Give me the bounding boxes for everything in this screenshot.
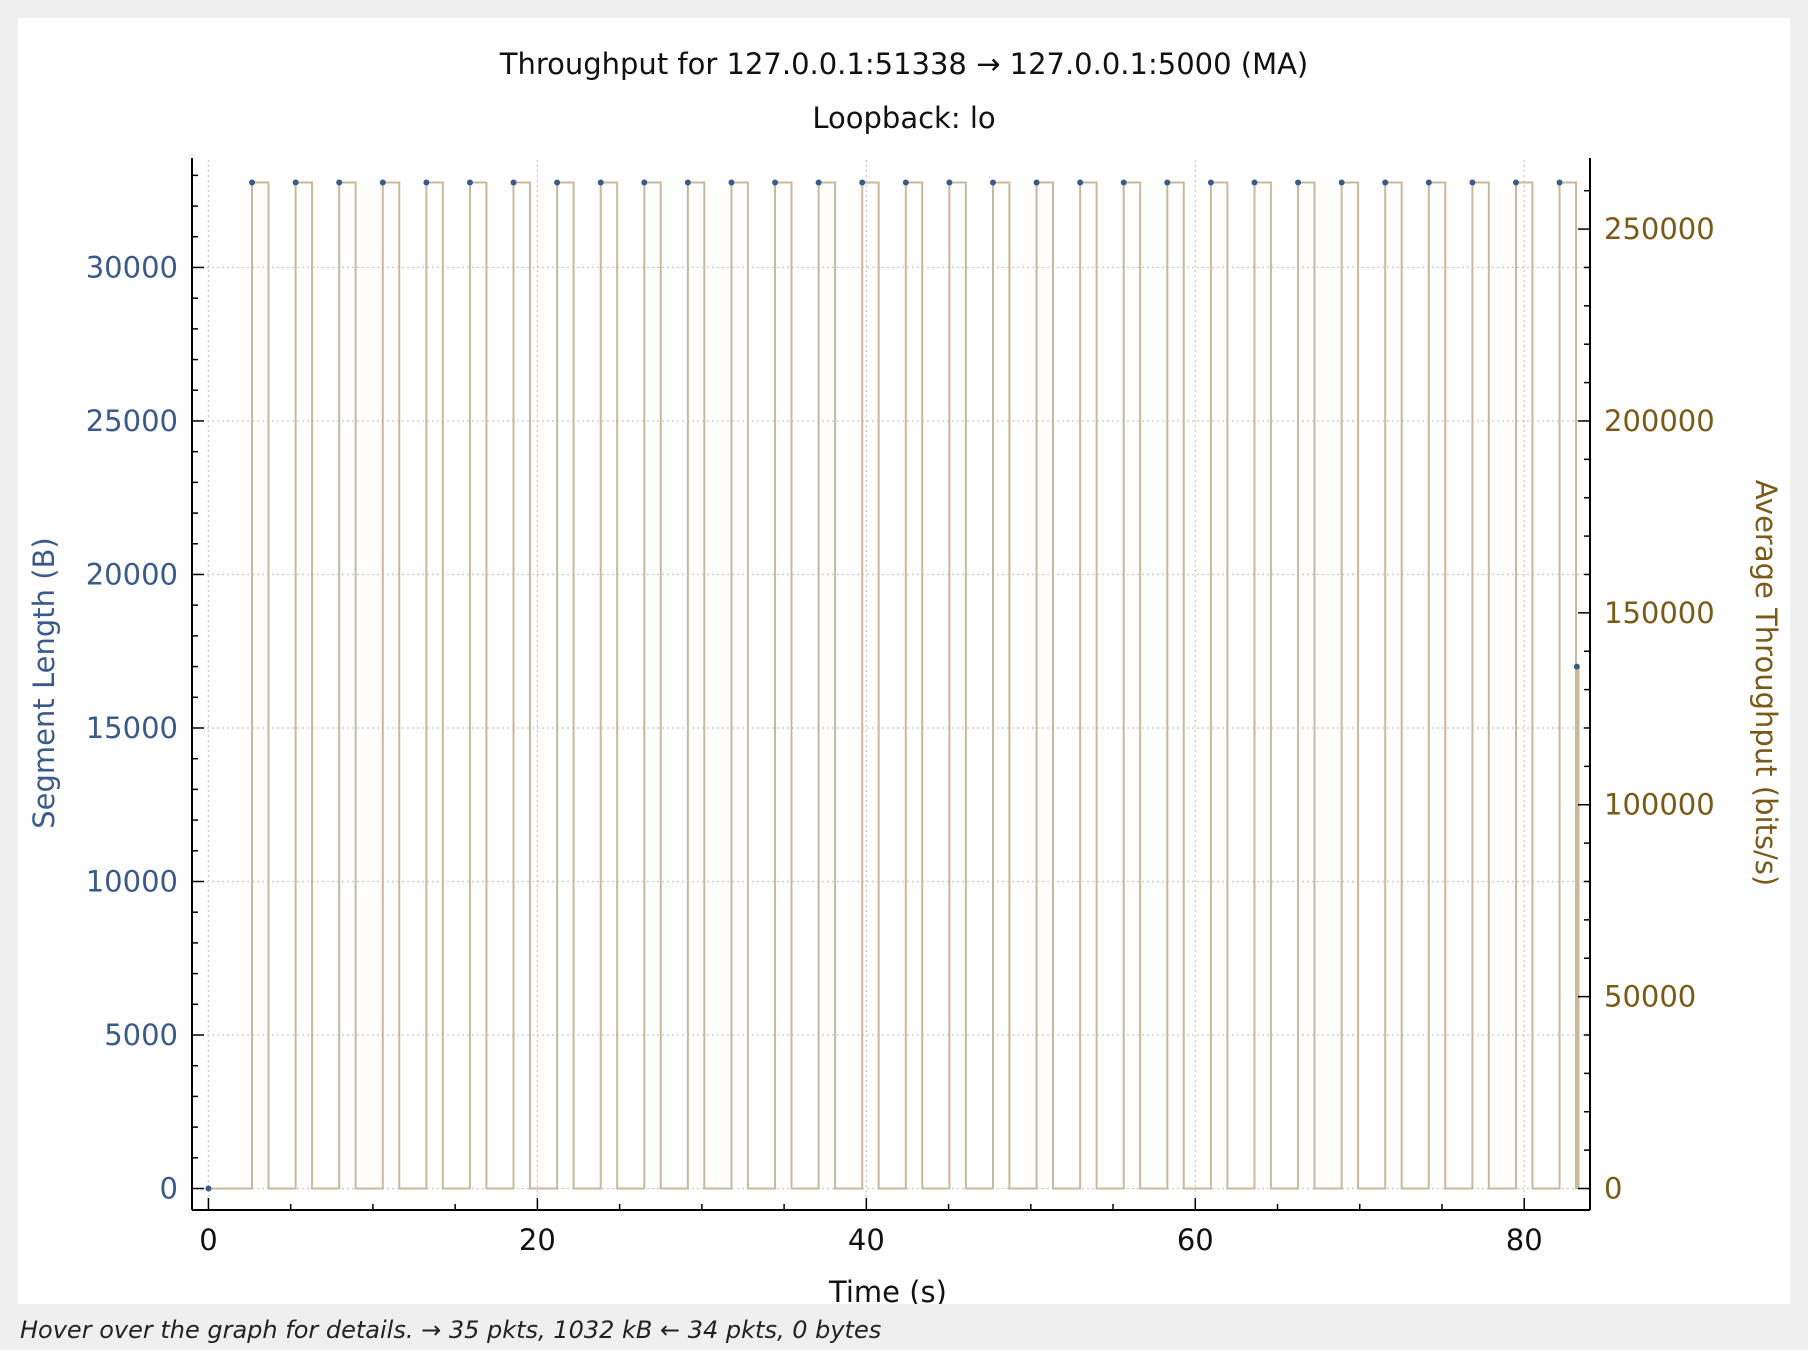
throughput-line [208, 181, 1580, 1190]
segment-point [859, 179, 866, 186]
segment-point [554, 179, 561, 186]
y-axis-label-right: Average Throughput (bits/s) [1749, 480, 1783, 886]
segment-point [1077, 179, 1084, 186]
y-tick-label-right: 100000 [1604, 788, 1715, 822]
plot-panel[interactable]: Throughput for 127.0.0.1:51338 → 127.0.0… [18, 18, 1790, 1304]
segment-point [379, 179, 386, 186]
segment-point [641, 179, 648, 186]
y-tick-label-left: 25000 [86, 404, 178, 438]
segment-point [772, 179, 779, 186]
segment-point [205, 1185, 212, 1192]
grid-lines [192, 160, 1590, 1210]
x-tick-label: 60 [1177, 1223, 1214, 1257]
segment-point [1033, 179, 1040, 186]
y-tick-label-left: 20000 [86, 557, 178, 591]
segment-point [946, 179, 953, 186]
segment-point [423, 179, 430, 186]
segment-point [728, 179, 735, 186]
x-tick-label: 80 [1506, 1223, 1543, 1257]
status-bar: Hover over the graph for details. → 35 p… [20, 1316, 882, 1344]
segment-point [292, 179, 299, 186]
segment-point [902, 179, 909, 186]
segment-point [1164, 179, 1171, 186]
x-axis-label: Time (s) [828, 1275, 947, 1304]
segment-point [1512, 179, 1519, 186]
y-tick-label-right: 50000 [1604, 980, 1696, 1014]
segment-point [684, 179, 691, 186]
throughput-chart[interactable]: Throughput for 127.0.0.1:51338 → 127.0.0… [18, 18, 1790, 1304]
segment-point [1573, 663, 1580, 670]
y-tick-label-left: 10000 [86, 864, 178, 898]
chart-subtitle: Loopback: lo [812, 101, 995, 135]
y-tick-label-left: 30000 [86, 250, 178, 284]
y-axis-label-left: Segment Length (B) [27, 537, 61, 829]
chart-title: Throughput for 127.0.0.1:51338 → 127.0.0… [499, 47, 1309, 81]
y-tick-label-left: 15000 [86, 711, 178, 745]
segment-point [597, 179, 604, 186]
segment-point [989, 179, 996, 186]
x-tick-label: 0 [199, 1223, 217, 1257]
segment-point [1120, 179, 1127, 186]
y-tick-label-left: 0 [160, 1172, 178, 1206]
axes: 0 20 40 60 80 0 5000 10000 15000 20000 25000 30000 0… [86, 158, 1715, 1257]
y-tick-label-right: 200000 [1604, 404, 1715, 438]
series-layer[interactable] [205, 179, 1580, 1192]
segment-point [1338, 179, 1345, 186]
x-tick-label: 20 [519, 1223, 556, 1257]
segment-point [1251, 179, 1258, 186]
segment-point [1425, 179, 1432, 186]
segment-point [510, 179, 517, 186]
segment-point [1469, 179, 1476, 186]
segment-point [336, 179, 343, 186]
y-tick-label-left: 5000 [104, 1018, 178, 1052]
segment-point [249, 179, 256, 186]
segment-point [1295, 179, 1302, 186]
segment-point [466, 179, 473, 186]
x-tick-label: 40 [848, 1223, 885, 1257]
y-tick-label-right: 250000 [1604, 212, 1715, 246]
segment-point [1382, 179, 1389, 186]
segment-point [815, 179, 822, 186]
segment-point [1207, 179, 1214, 186]
y-tick-label-right: 0 [1604, 1172, 1622, 1206]
segment-point [1556, 179, 1563, 186]
y-tick-label-right: 150000 [1604, 596, 1715, 630]
